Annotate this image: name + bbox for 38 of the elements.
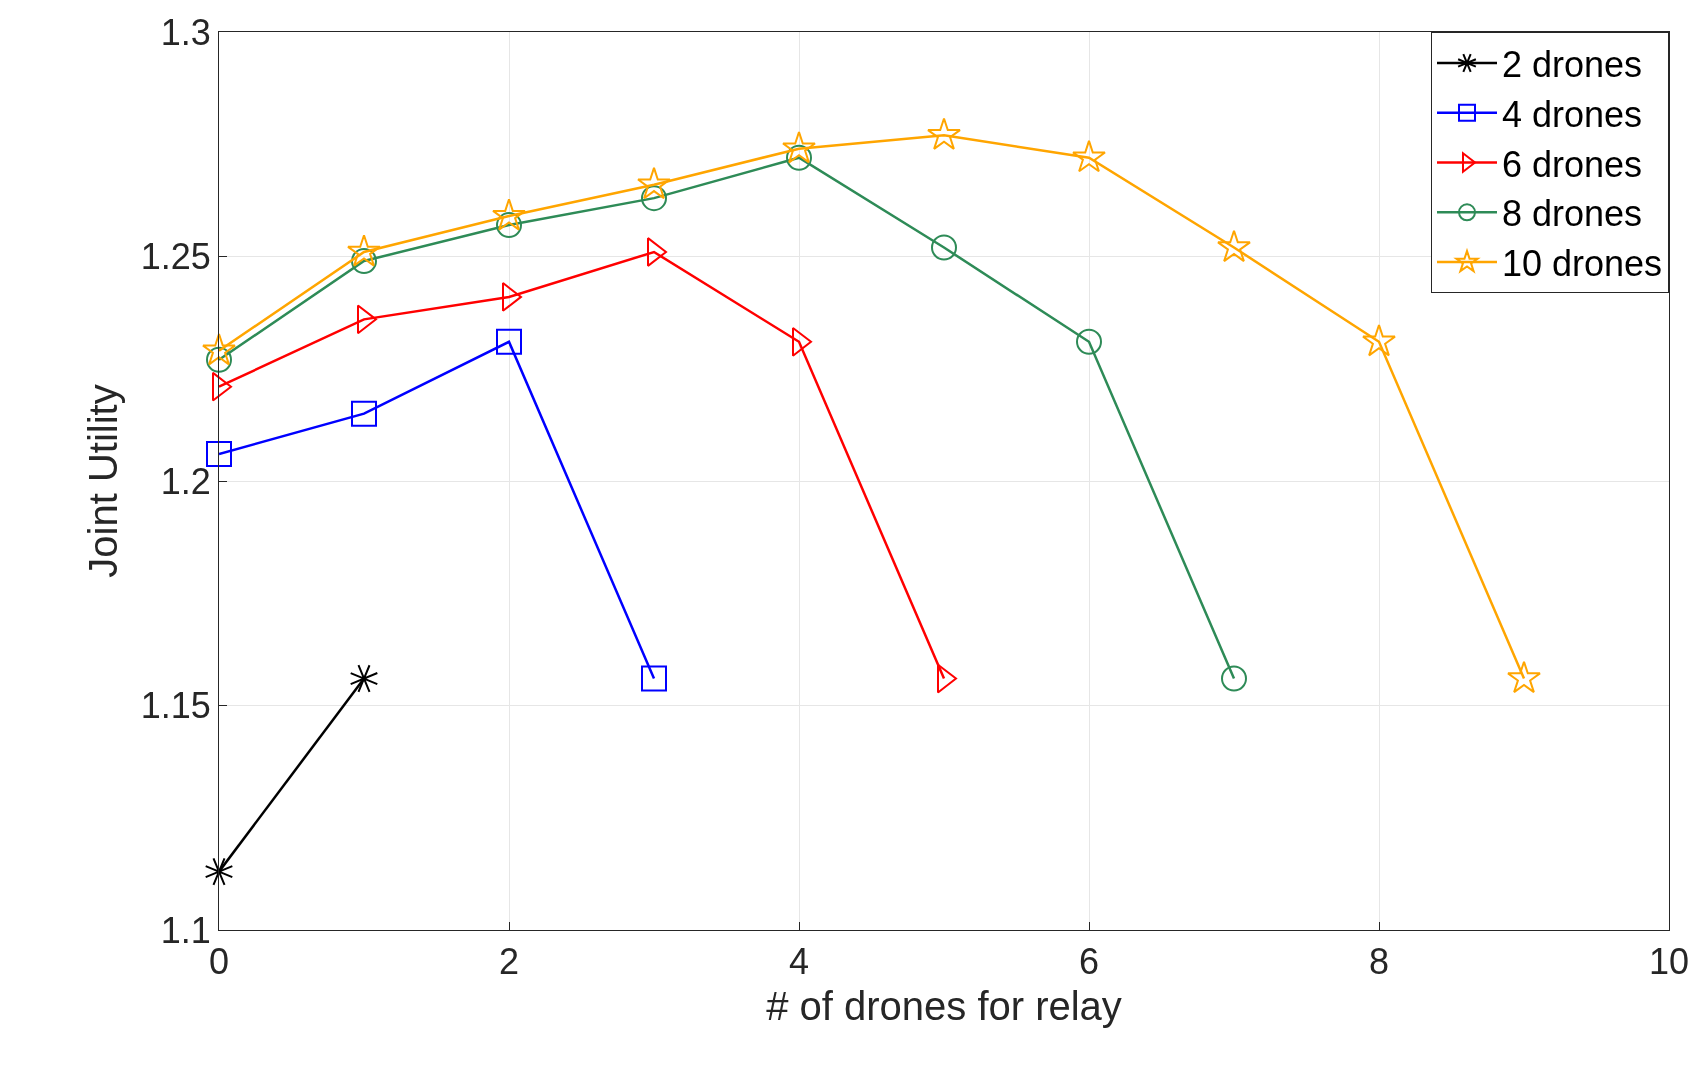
y-tick-label: 1.3 bbox=[160, 11, 211, 53]
point bbox=[1072, 139, 1106, 173]
point bbox=[637, 166, 671, 200]
point bbox=[351, 400, 377, 427]
point bbox=[782, 130, 816, 164]
legend-label: 6 drones bbox=[1502, 143, 1643, 185]
point bbox=[1507, 660, 1541, 694]
point bbox=[202, 332, 236, 366]
legend-label: 2 drones bbox=[1502, 43, 1643, 85]
point bbox=[1362, 324, 1396, 357]
point bbox=[1076, 328, 1102, 355]
x-tick-label: 4 bbox=[788, 941, 810, 983]
point bbox=[347, 234, 381, 267]
point bbox=[492, 198, 526, 231]
point bbox=[641, 665, 667, 692]
y-tick-label: 1.25 bbox=[140, 236, 211, 278]
x-tick-label: 8 bbox=[1368, 941, 1390, 983]
point bbox=[927, 117, 961, 150]
x-tick-label: 2 bbox=[498, 941, 520, 983]
y-tick-label: 1.15 bbox=[140, 685, 211, 727]
x-tick-label: 0 bbox=[208, 941, 230, 983]
point bbox=[204, 857, 234, 886]
point bbox=[496, 328, 522, 355]
legend-label: 8 drones bbox=[1502, 193, 1643, 235]
legend-label: 4 drones bbox=[1502, 93, 1643, 135]
point bbox=[349, 664, 379, 693]
point bbox=[641, 185, 667, 212]
point bbox=[206, 441, 232, 468]
point bbox=[1217, 229, 1251, 263]
x-axis-title: # of drones for relay bbox=[766, 983, 1122, 1028]
y-axis-title: Joint Utility bbox=[81, 384, 126, 578]
legend-label: 10 drones bbox=[1502, 243, 1663, 285]
point bbox=[931, 234, 957, 261]
x-tick-label: 10 bbox=[1648, 941, 1690, 983]
x-tick-label: 6 bbox=[1078, 941, 1100, 983]
y-tick-label: 1.1 bbox=[160, 909, 211, 951]
point bbox=[1221, 665, 1247, 692]
y-tick-label: 1.2 bbox=[160, 460, 211, 502]
